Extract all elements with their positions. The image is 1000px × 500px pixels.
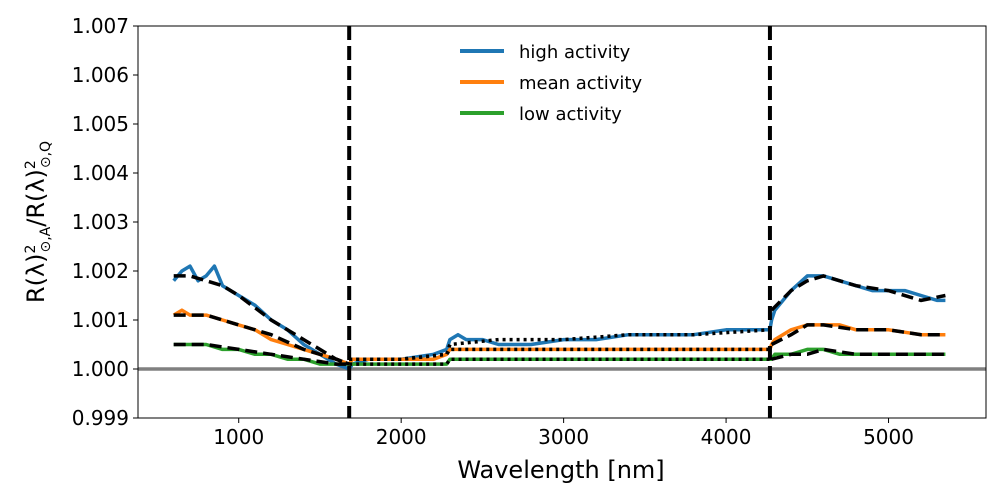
fit-line-9 <box>771 347 946 361</box>
axes: 1000 2000 3000 4000 5000 0.999 1.000 1.001 1.002… <box>72 14 987 449</box>
y-tick-label: 1.004 <box>72 161 129 185</box>
series-line-high-activity <box>172 264 946 371</box>
series-line-low-activity <box>173 342 946 366</box>
fit-line-6 <box>770 323 946 347</box>
x-tick-label: 2000 <box>376 425 427 449</box>
x-axis-label: Wavelength [nm] <box>457 456 664 484</box>
fit-line-4 <box>173 313 350 366</box>
y-tick-label: 1.002 <box>72 259 129 283</box>
fit-line-2 <box>349 328 771 361</box>
y-tick-label: 1.001 <box>72 308 129 332</box>
legend-label-high-activity: high activity <box>519 42 631 63</box>
y-tick-label: 1.006 <box>72 63 129 87</box>
fit-line-8 <box>349 357 770 366</box>
fit-line-7 <box>173 342 350 366</box>
x-tick-label: 4000 <box>701 425 752 449</box>
fit-line-1 <box>173 274 350 366</box>
x-tick-label: 5000 <box>863 425 914 449</box>
y-tick-label: 1.000 <box>72 357 129 381</box>
legend-label-mean-activity: mean activity <box>519 73 642 94</box>
x-tick-label: 1000 <box>213 425 264 449</box>
y-tick-label: 1.003 <box>72 210 129 234</box>
fit-line-5 <box>349 347 770 361</box>
x-tick-label: 3000 <box>538 425 589 449</box>
y-tick-label: 1.007 <box>72 14 129 38</box>
plot-area <box>138 26 986 418</box>
y-tick-label: 0.999 <box>72 406 129 430</box>
fit-line-3 <box>770 274 946 312</box>
legend-label-low-activity: low activity <box>519 104 622 125</box>
legend: high activity mean activity low activity <box>460 42 642 125</box>
series-line-mean-activity <box>172 308 946 366</box>
y-axis-label: R(λ)2⊙,A/R(λ)2⊙,Q <box>22 141 54 303</box>
y-tick-label: 1.005 <box>72 112 129 136</box>
